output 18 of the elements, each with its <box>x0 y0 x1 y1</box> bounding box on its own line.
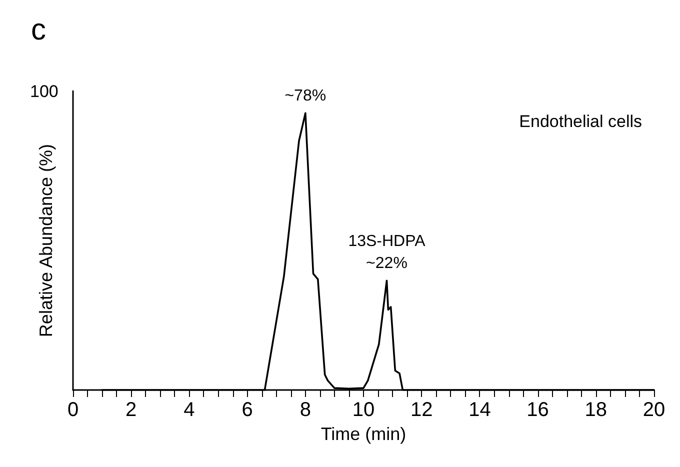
x-tick-label: 10 <box>352 399 375 421</box>
annotation: 13S-HDPA ~22% <box>348 233 426 272</box>
x-tick-label: 12 <box>410 399 433 421</box>
x-tick-label: 2 <box>126 399 137 421</box>
chart-title: c <box>31 14 46 46</box>
annotation: ~78% <box>284 88 326 105</box>
x-tick-label: 6 <box>242 399 253 421</box>
x-tick-label: 20 <box>642 399 666 421</box>
text: 100 <box>30 82 58 101</box>
x-tick-label: 18 <box>584 399 608 421</box>
y-axis-title: Relative Abundance (%) <box>36 144 56 338</box>
x-tick-label: 8 <box>300 399 311 421</box>
annotation: Endothelial cells <box>519 112 642 131</box>
x-axis-title: Time (min) <box>320 424 406 444</box>
x-tick-label: 16 <box>526 399 549 421</box>
x-tick-label: 4 <box>184 399 195 421</box>
x-tick-label: 0 <box>67 399 79 421</box>
x-tick-label: 14 <box>468 399 491 421</box>
